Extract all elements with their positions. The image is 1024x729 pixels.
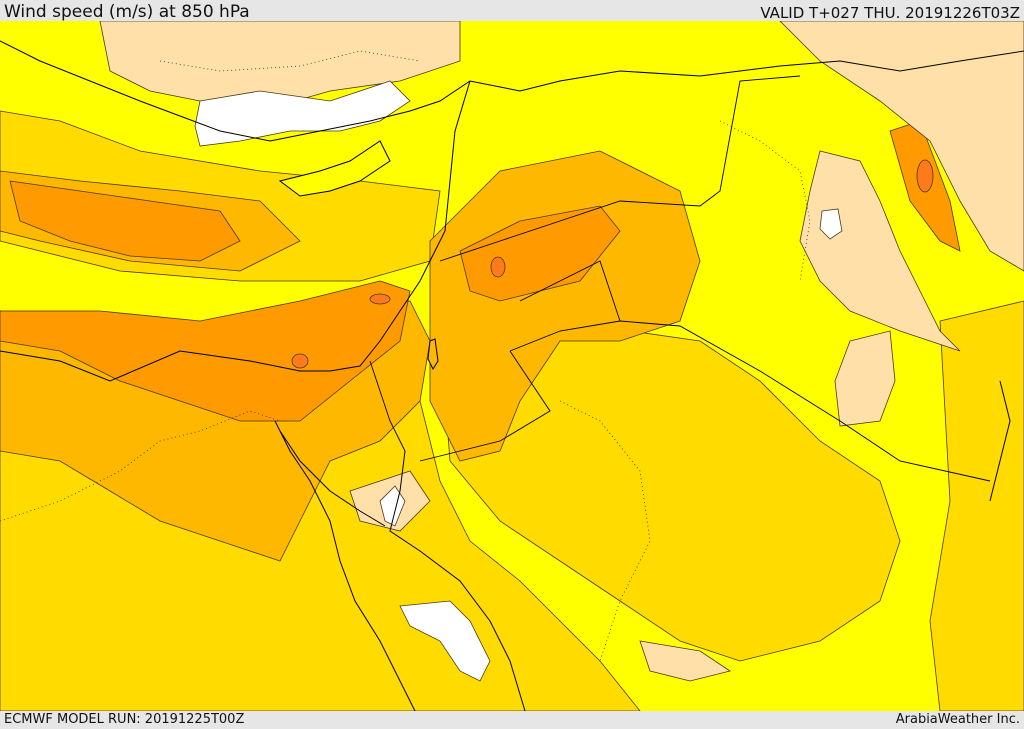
wind-field-0-5-iraq [819,208,843,240]
coastline-levant [329,80,471,372]
wind-field-30-plus-4 [916,159,934,193]
wind-field-30-plus-1 [291,353,309,369]
coastline-anatolia [0,40,1024,142]
border-egypt-sinai [369,360,406,452]
coastline-sinai-west [279,430,386,527]
wind-field-5-10-iran [779,21,1024,272]
coastline-gulf [989,380,1011,502]
border-jordan-saudi [509,320,991,482]
wind-field-5-10-iraq [799,150,961,352]
admin-border-dotted-saudi [559,400,651,662]
map-canvas [0,21,1024,711]
wind-field-20-25-levant [429,150,701,462]
wind-field-25-30-sea [9,180,241,262]
admin-border-dotted-egypt [0,410,281,522]
coastline-dead-sea [427,338,439,371]
model-run-label: ECMWF MODEL RUN: 20191225T00Z [4,712,245,727]
coastline-cyprus [278,140,391,197]
wind-field-25-30-levant [459,205,621,302]
admin-border-dotted-turkey [159,50,421,72]
wind-field-15-20-arabia [439,320,901,662]
wind-field-30-plus-3 [490,256,506,278]
coastline-egypt [0,350,330,382]
wind-field-5-10-kuwait [834,330,896,427]
coastline-aqaba-arabia [389,450,526,711]
credit-label: ArabiaWeather Inc. [895,712,1020,727]
wind-field-30-plus-2 [369,293,391,305]
wind-field-15-20-east [929,300,1024,711]
border-jordan-east [419,350,551,462]
border-levant-arabia [439,75,801,262]
footer-bar: ECMWF MODEL RUN: 20191225T00Z ArabiaWeat… [0,711,1024,729]
wind-field-5-10-hejaz [639,640,731,682]
map-title: Wind speed (m/s) at 850 hPa [4,2,250,22]
wind-field-0-5-anatolia [194,80,411,147]
wind-speed-map [0,21,1024,711]
wind-field-25-30-core [0,280,411,422]
border-syria-iraq [519,260,621,322]
header-bar: Wind speed (m/s) at 850 hPa VALID T+027 … [0,0,1024,22]
valid-time: VALID T+027 THU. 20191226T03Z [760,4,1020,22]
coastline-suez-redsea [274,420,416,711]
wind-field-0-5-redsea [399,600,491,682]
